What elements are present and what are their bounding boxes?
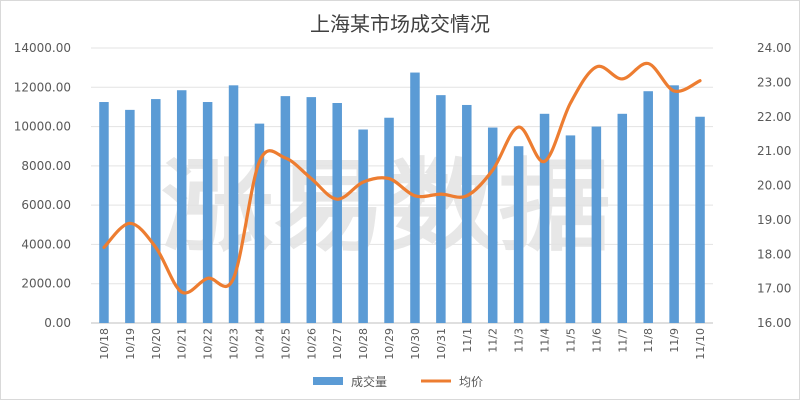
legend-label-avg-price: 均价 (459, 375, 483, 389)
legend-swatch-volume (313, 377, 343, 385)
x-tick-label: 10/22 (202, 328, 215, 360)
x-tick-label: 10/30 (409, 328, 422, 360)
x-axis: 10/18 10/19 10/20 10/21 10/22 10/23 10/24 10/25… (98, 328, 707, 360)
x-tick-label: 10/27 (331, 328, 344, 360)
x-tick-label: 10/29 (383, 328, 396, 360)
bar-volume-10/20 (151, 99, 161, 323)
bar-volume-10/30 (410, 72, 420, 323)
y-right-tick-label: 19.00 (757, 213, 791, 227)
x-tick-label: 10/28 (357, 328, 370, 360)
y-left-tick-label: 10000.00 (14, 120, 71, 134)
y-right-tick-label: 24.00 (757, 41, 791, 55)
bar-volume-11/2 (487, 127, 498, 323)
x-tick-label: 10/21 (176, 328, 189, 360)
y-right-tick-label: 22.00 (757, 110, 791, 124)
x-tick-label: 10/23 (228, 328, 241, 360)
y-right-tick-label: 23.00 (757, 75, 791, 89)
x-tick-label: 11/8 (642, 328, 655, 353)
y-left-tick-label: 14000.00 (14, 41, 71, 55)
y-right-tick-label: 20.00 (757, 179, 791, 193)
y-left-tick-label: 12000.00 (14, 80, 71, 94)
gridlines (91, 47, 713, 324)
x-tick-label: 10/25 (279, 328, 292, 360)
bar-volume-11/5 (565, 135, 576, 323)
y-axis-right: 16.00 17.00 18.00 19.00 20.00 21.00 22.00 23.00… (757, 41, 791, 330)
bar-volume-10/25 (280, 96, 291, 323)
x-tick-label: 10/18 (98, 328, 111, 360)
bar-volume-11/6 (591, 126, 602, 323)
x-tick-label: 10/24 (253, 328, 266, 360)
y-axis-left: 0.00 2000.00 4000.00 6000.00 8000.00 10000.00… (14, 41, 71, 330)
x-tick-label: 11/6 (590, 328, 603, 353)
legend-label-volume: 成交量 (351, 374, 387, 389)
x-tick-label: 11/1 (461, 328, 474, 353)
x-tick-label: 10/20 (150, 328, 163, 360)
bar-volume-10/31 (436, 95, 446, 324)
y-left-tick-label: 8000.00 (21, 159, 71, 173)
x-tick-label: 11/5 (564, 328, 577, 353)
bar-volume-11/7 (617, 113, 628, 323)
x-tick-label: 11/3 (513, 328, 526, 353)
y-right-tick-label: 21.00 (757, 144, 791, 158)
y-left-tick-label: 0.00 (44, 316, 71, 330)
x-tick-label: 10/19 (124, 328, 137, 360)
bar-volume-10/21 (176, 90, 187, 323)
x-tick-label: 11/9 (668, 328, 681, 353)
bar-volume-11/9 (669, 85, 679, 323)
bar-volume-11/1 (462, 104, 472, 323)
bar-volume-11/8 (643, 91, 653, 323)
y-right-tick-label: 16.00 (757, 316, 791, 330)
bar-volume-11/3 (513, 146, 524, 323)
y-left-tick-label: 2000.00 (21, 277, 71, 291)
y-left-tick-label: 4000.00 (21, 237, 71, 251)
bar-series (99, 72, 705, 324)
x-tick-label: 11/10 (694, 328, 707, 360)
bar-volume-10/22 (202, 102, 213, 324)
bar-volume-10/24 (254, 123, 265, 323)
x-tick-label: 11/2 (487, 328, 500, 353)
bar-volume-10/28 (358, 129, 368, 323)
x-tick-label: 11/4 (539, 328, 552, 353)
legend: 成交量 均价 (313, 374, 483, 389)
chart-title: 上海某市场成交情况 (310, 12, 490, 36)
x-tick-label: 10/26 (305, 328, 318, 360)
line-series-avg-price (102, 61, 702, 295)
bar-volume-11/4 (539, 113, 550, 323)
y-right-tick-label: 17.00 (757, 282, 791, 296)
y-left-tick-label: 6000.00 (21, 198, 71, 212)
bar-volume-10/26 (306, 97, 317, 323)
bar-volume-11/10 (695, 116, 705, 323)
x-tick-label: 11/7 (616, 328, 629, 353)
bar-volume-10/27 (332, 103, 342, 323)
x-tick-label: 10/31 (435, 328, 448, 360)
bar-volume-10/29 (384, 117, 394, 323)
bar-volume-10/23 (228, 85, 239, 323)
y-right-tick-label: 18.00 (757, 247, 791, 261)
bar-volume-10/18 (99, 102, 109, 324)
bar-volume-10/19 (125, 109, 135, 323)
